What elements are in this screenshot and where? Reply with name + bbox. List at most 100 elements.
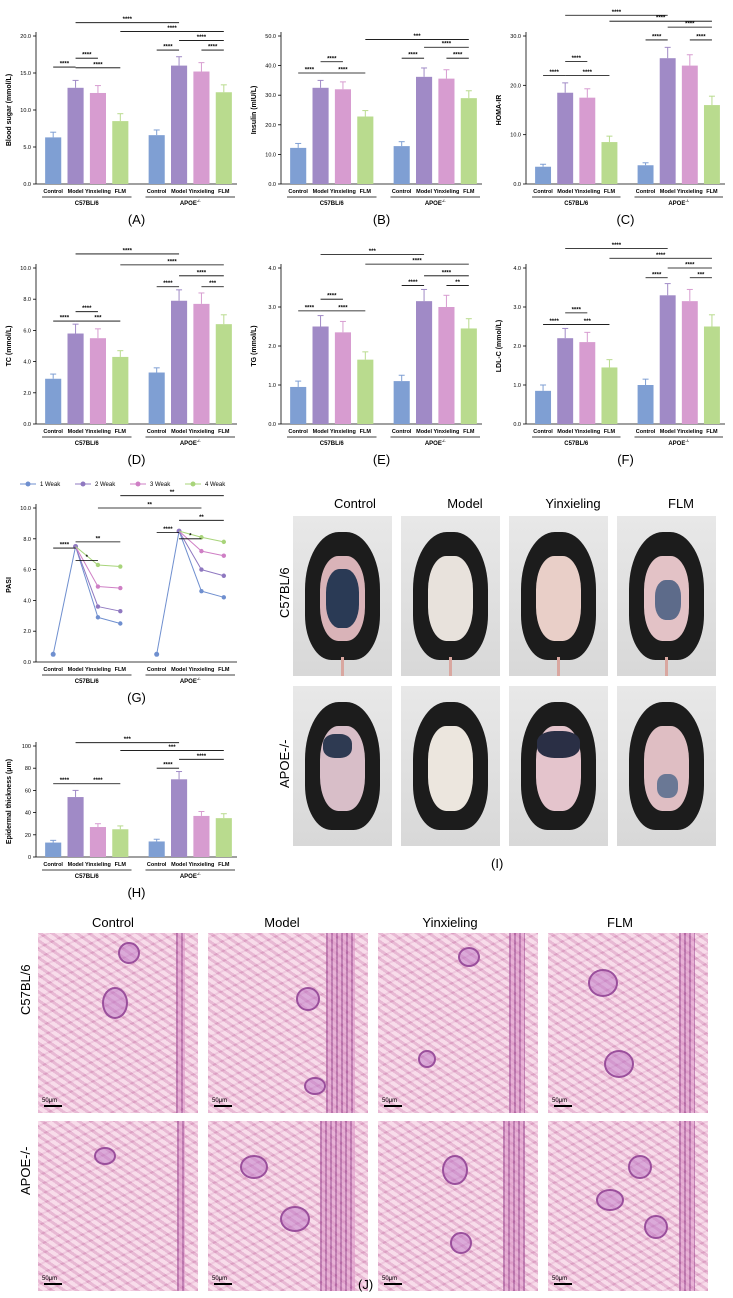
x-tick-label: Yinxieling [677, 189, 703, 195]
x-tick-label: Model [660, 189, 676, 195]
x-tick-label: Model [171, 189, 187, 195]
y-tick-label: 0.0 [23, 660, 31, 666]
bar [290, 386, 307, 424]
bar [334, 332, 351, 424]
sig-label: **** [208, 45, 218, 51]
sig-label: **** [338, 68, 348, 74]
bar [393, 146, 410, 184]
sig-label: *** [124, 737, 132, 743]
x-tick-label: Control [147, 429, 167, 435]
sig-label: * [86, 555, 89, 561]
sig-label: **** [60, 316, 70, 322]
x-tick-label: Yinxieling [434, 189, 460, 195]
y-tick-label: 2.0 [513, 344, 521, 350]
sig-label: * [189, 533, 192, 539]
photo-col-flm: FLM [668, 496, 694, 511]
bar [393, 381, 410, 424]
sig-label: **** [327, 294, 337, 300]
histo-row-c57: C57BL/6 [18, 964, 33, 1015]
panel-label: (G) [127, 690, 146, 705]
group-label: APOE-/- [180, 198, 201, 207]
series-line [178, 530, 202, 570]
bar [460, 98, 477, 184]
bar [535, 390, 552, 424]
series-line [75, 546, 99, 618]
sig-label: **** [696, 34, 706, 40]
legend-label: 1 Weak [40, 482, 61, 488]
sig-label: **** [163, 45, 173, 51]
group-label: APOE-/- [425, 198, 446, 207]
histo-c57-model: 50μm [208, 933, 368, 1113]
x-tick-label: Control [288, 189, 308, 195]
photo-row-c57: C57BL/6 [277, 567, 292, 618]
group-label: APOE-/- [668, 438, 689, 447]
sig-label: **** [60, 778, 70, 784]
series-line [201, 569, 224, 577]
sig-label: ** [147, 503, 152, 509]
bar [357, 116, 374, 184]
sig-label: ** [455, 280, 460, 286]
x-tick-label: Model [557, 189, 573, 195]
bar [659, 58, 676, 185]
bar [601, 142, 618, 184]
y-tick-label: 20.0 [20, 34, 31, 40]
sig-label: **** [60, 543, 70, 549]
x-tick-label: FLM [218, 667, 230, 673]
x-tick-label: Control [147, 667, 167, 673]
sig-label: *** [169, 745, 177, 751]
y-tick-label: 0.0 [513, 182, 521, 188]
bar [171, 779, 188, 857]
photo-col-model: Model [447, 496, 483, 511]
series-line [178, 530, 202, 538]
x-tick-label: Yinxieling [574, 429, 600, 435]
y-tick-label: 30.0 [510, 34, 521, 40]
series-line [97, 564, 121, 568]
point [118, 585, 123, 591]
series-line [201, 550, 224, 557]
y-tick-label: 0.0 [268, 422, 276, 428]
bar [193, 303, 210, 424]
legend-marker [135, 481, 141, 487]
sig-label: **** [412, 259, 422, 265]
point [199, 548, 204, 554]
bar [579, 342, 596, 424]
sig-label: *** [369, 249, 377, 255]
x-tick-label: FLM [218, 189, 230, 195]
photo-col-control: Control [334, 496, 376, 511]
legend-label: 4 Weak [205, 482, 226, 488]
bar [45, 378, 62, 424]
group-label: C57BL/6 [564, 441, 589, 447]
sig-label: **** [163, 763, 173, 769]
bar [45, 137, 62, 184]
bar [659, 295, 676, 424]
x-tick-label: Control [43, 189, 63, 195]
sig-label: **** [442, 42, 452, 48]
point [95, 604, 101, 609]
sig-label: **** [656, 16, 666, 22]
y-tick-label: 0.0 [23, 422, 31, 428]
point [199, 567, 204, 572]
series-line [178, 530, 202, 592]
histo-apoe-model: 50μm [208, 1121, 368, 1291]
bar [45, 842, 62, 857]
panel-label: (C) [616, 212, 634, 227]
bar [460, 328, 477, 424]
y-tick-label: 15.0 [20, 71, 31, 77]
bar [148, 841, 165, 857]
x-tick-label: FLM [115, 667, 127, 673]
panel-c-homa-ir: 0.0 10.0 20.0 30.0 HOMA-IR Control Model Yinxie… [490, 0, 733, 232]
sig-label: **** [656, 253, 666, 259]
sig-label: *** [414, 34, 422, 40]
x-tick-label: Yinxieling [330, 189, 356, 195]
sig-label: **** [163, 527, 173, 533]
series-line [75, 546, 99, 566]
x-tick-label: Yinxieling [189, 667, 215, 673]
group-label: C57BL/6 [75, 679, 100, 685]
y-tick-label: 3.0 [268, 305, 276, 311]
bar [112, 121, 129, 184]
x-tick-label: Model [171, 667, 187, 673]
sig-label: **** [82, 306, 92, 312]
sig-label: **** [408, 280, 418, 286]
bar [416, 76, 433, 184]
series-line [75, 546, 99, 587]
